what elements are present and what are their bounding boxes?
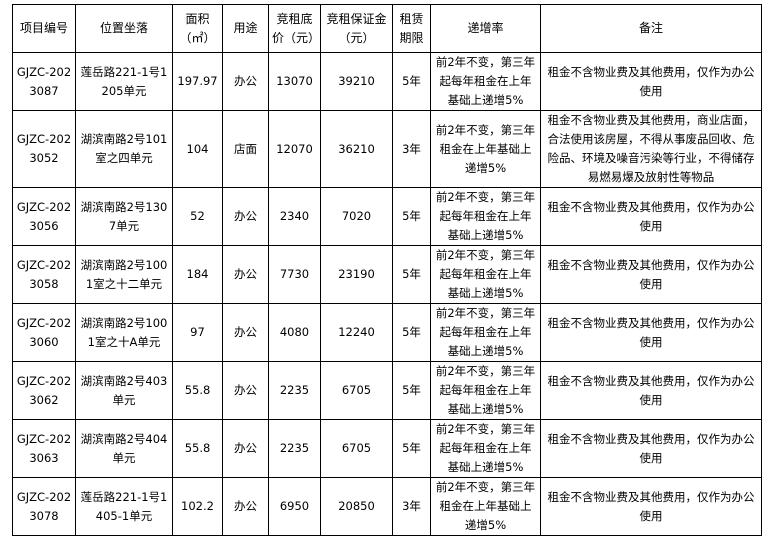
cell-increase-rate: 前2年不变，第三年起每年租金在上年基础上递增5% xyxy=(430,245,541,304)
cell-location: 莲岳路221-1号1405-1单元 xyxy=(75,477,173,536)
header-lease-term: 租赁期限 xyxy=(392,4,431,53)
cell-area: 55.8 xyxy=(172,419,223,478)
cell-lease-term: 5年 xyxy=(392,303,431,362)
cell-increase-rate: 前2年不变，第三年租金在上年基础上递增5% xyxy=(430,110,541,188)
cell-base-price: 2235 xyxy=(268,419,321,478)
header-location: 位置坐落 xyxy=(75,4,173,53)
cell-base-price: 2235 xyxy=(268,361,321,420)
cell-use: 办公 xyxy=(222,245,269,304)
header-project-id: 项目编号 xyxy=(12,4,76,53)
cell-note: 租金不含物业费及其他费用，仅作为办公使用 xyxy=(540,52,762,111)
table-row: GJZC-2023078 莲岳路221-1号1405-1单元 102.2 办公 6950… xyxy=(12,477,762,536)
cell-lease-term: 5年 xyxy=(392,245,431,304)
cell-base-price: 6950 xyxy=(268,477,321,536)
header-row: 项目编号 位置坐落 面积（㎡） 用途 竞租底价（元） 竞租保证金（元） 租赁期限 递增率 备注 xyxy=(12,4,762,53)
cell-deposit: 12240 xyxy=(320,303,393,362)
cell-deposit: 6705 xyxy=(320,419,393,478)
cell-location: 湖滨南路2号1307单元 xyxy=(75,187,173,246)
cell-note: 租金不含物业费及其他费用，仅作为办公使用 xyxy=(540,419,762,478)
header-deposit: 竞租保证金（元） xyxy=(320,4,393,53)
cell-use: 办公 xyxy=(222,419,269,478)
cell-use: 店面 xyxy=(222,110,269,188)
cell-base-price: 2340 xyxy=(268,187,321,246)
cell-area: 197.97 xyxy=(172,52,223,111)
header-note: 备注 xyxy=(540,4,762,53)
cell-project-id: GJZC-2023052 xyxy=(12,110,76,188)
table-row: GJZC-2023063 湖滨南路2号404单元 55.8 办公 2235 6705 5年前… xyxy=(12,419,762,478)
cell-area: 97 xyxy=(172,303,223,362)
cell-location: 湖滨南路2号404单元 xyxy=(75,419,173,478)
cell-project-id: GJZC-2023087 xyxy=(12,52,76,111)
cell-area: 52 xyxy=(172,187,223,246)
cell-deposit: 6705 xyxy=(320,361,393,420)
rental-table: 项目编号 位置坐落 面积（㎡） 用途 竞租底价（元） 竞租保证金（元） 租赁期限 递增率 备注 … xyxy=(12,4,762,536)
table-row: GJZC-2023052 湖滨南路2号101室之四单元 104 店面 12070 3621… xyxy=(12,110,762,188)
cell-lease-term: 3年 xyxy=(392,110,431,188)
cell-use: 办公 xyxy=(222,52,269,111)
cell-lease-term: 5年 xyxy=(392,52,431,111)
cell-use: 办公 xyxy=(222,187,269,246)
cell-location: 莲岳路221-1号1205单元 xyxy=(75,52,173,111)
header-area: 面积（㎡） xyxy=(172,4,223,53)
cell-project-id: GJZC-2023063 xyxy=(12,419,76,478)
cell-use: 办公 xyxy=(222,361,269,420)
cell-deposit: 7020 xyxy=(320,187,393,246)
cell-lease-term: 5年 xyxy=(392,187,431,246)
cell-location: 湖滨南路2号101室之四单元 xyxy=(75,110,173,188)
cell-base-price: 4080 xyxy=(268,303,321,362)
cell-location: 湖滨南路2号403单元 xyxy=(75,361,173,420)
cell-note: 租金不含物业费及其他费用，仅作为办公使用 xyxy=(540,187,762,246)
cell-use: 办公 xyxy=(222,303,269,362)
cell-deposit: 39210 xyxy=(320,52,393,111)
cell-note: 租金不含物业费及其他费用，仅作为办公使用 xyxy=(540,245,762,304)
cell-note: 租金不含物业费及其他费用，仅作为办公使用 xyxy=(540,303,762,362)
cell-area: 184 xyxy=(172,245,223,304)
cell-base-price: 12070 xyxy=(268,110,321,188)
cell-location: 湖滨南路2号1001室之十二单元 xyxy=(75,245,173,304)
cell-project-id: GJZC-2023056 xyxy=(12,187,76,246)
cell-project-id: GJZC-2023062 xyxy=(12,361,76,420)
cell-project-id: GJZC-2023058 xyxy=(12,245,76,304)
cell-increase-rate: 前2年不变，第三年起每年租金在上年基础上递增5% xyxy=(430,52,541,111)
cell-deposit: 20850 xyxy=(320,477,393,536)
cell-area: 102.2 xyxy=(172,477,223,536)
cell-lease-term: 3年 xyxy=(392,477,431,536)
cell-deposit: 36210 xyxy=(320,110,393,188)
cell-project-id: GJZC-2023078 xyxy=(12,477,76,536)
cell-note: 租金不含物业费及其他费用，仅作为办公使用 xyxy=(540,361,762,420)
cell-increase-rate: 前2年不变，第三年起每年租金在上年基础上递增5% xyxy=(430,303,541,362)
cell-increase-rate: 前2年不变，第三年租金在上年基础上递增5% xyxy=(430,477,541,536)
cell-base-price: 13070 xyxy=(268,52,321,111)
cell-increase-rate: 前2年不变，第三年起每年租金在上年基础上递增5% xyxy=(430,187,541,246)
table-row: GJZC-2023060 湖滨南路2号1001室之十A单元 97 办公 4080 1224… xyxy=(12,303,762,362)
cell-deposit: 23190 xyxy=(320,245,393,304)
cell-lease-term: 5年 xyxy=(392,419,431,478)
header-use: 用途 xyxy=(222,4,269,53)
table-row: GJZC-2023087 莲岳路221-1号1205单元 197.97 办公 13070… xyxy=(12,52,762,111)
cell-use: 办公 xyxy=(222,477,269,536)
table-row: GJZC-2023056 湖滨南路2号1307单元 52 办公 2340 7020 5年 前2… xyxy=(12,187,762,246)
header-increase-rate: 递增率 xyxy=(430,4,541,53)
table-row: GJZC-2023062 湖滨南路2号403单元 55.8 办公 2235 6705 5年前… xyxy=(12,361,762,420)
header-base-price: 竞租底价（元） xyxy=(268,4,321,53)
cell-increase-rate: 前2年不变，第三年起每年租金在上年基础上递增5% xyxy=(430,361,541,420)
cell-lease-term: 5年 xyxy=(392,361,431,420)
cell-increase-rate: 前2年不变，第三年起每年租金在上年基础上递增5% xyxy=(430,419,541,478)
cell-project-id: GJZC-2023060 xyxy=(12,303,76,362)
cell-note: 租金不含物业费及其他费用，商业店面，合法使用该房屋，不得从事废品回收、危险品、环… xyxy=(540,110,762,188)
table-row: GJZC-2023058 湖滨南路2号1001室之十二单元 184 办公 7730 231… xyxy=(12,245,762,304)
cell-note: 租金不含物业费及其他费用，仅作为办公使用 xyxy=(540,477,762,536)
cell-base-price: 7730 xyxy=(268,245,321,304)
cell-area: 55.8 xyxy=(172,361,223,420)
cell-location: 湖滨南路2号1001室之十A单元 xyxy=(75,303,173,362)
cell-area: 104 xyxy=(172,110,223,188)
